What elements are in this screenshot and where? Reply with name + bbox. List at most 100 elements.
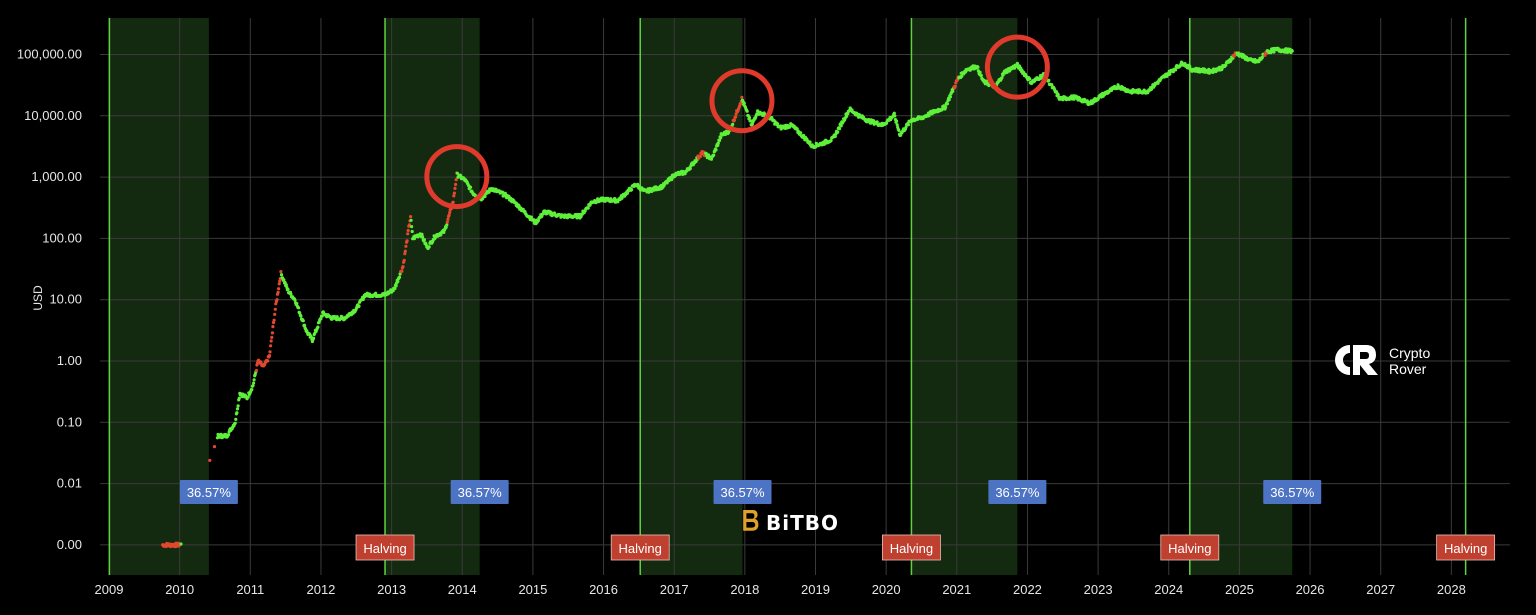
halving-badge-label: Halving [890, 541, 933, 556]
price-point [421, 235, 425, 239]
cycle-badge-bg [988, 480, 1047, 504]
price-point [837, 127, 842, 131]
price-point [444, 225, 448, 229]
price-point [410, 229, 414, 234]
price-point [357, 304, 361, 308]
cycle-badge-bg [713, 480, 772, 504]
price-point [978, 70, 982, 74]
price-point [451, 200, 455, 204]
price-point [799, 131, 803, 135]
peak-circle [984, 34, 1050, 100]
x-tick-label: 2026 [1296, 582, 1325, 597]
y-tick-label: 100,000.00 [17, 47, 82, 62]
price-point [1290, 49, 1294, 53]
price-point [1050, 83, 1054, 87]
price-point [279, 273, 284, 277]
price-point [454, 182, 458, 187]
price-point [833, 134, 837, 138]
cycle-badge: 36.57% [450, 480, 509, 504]
price-point [295, 302, 299, 306]
price-point [279, 270, 283, 274]
x-tick-label: 2024 [1154, 582, 1183, 597]
peak-circles [424, 34, 1050, 210]
price-point [951, 89, 955, 93]
cycle-badge: 36.57% [1263, 480, 1322, 504]
price-point [409, 218, 413, 222]
price-point [267, 354, 272, 358]
price-point [1015, 61, 1020, 65]
price-point [402, 258, 406, 262]
price-point [179, 542, 183, 546]
price-point [740, 95, 744, 99]
x-tick-label: 2012 [306, 582, 335, 597]
price-point [405, 239, 409, 243]
y-tick-label: 1,000.00 [31, 169, 82, 184]
price-point [208, 458, 212, 462]
price-point [275, 298, 279, 302]
price-point [620, 196, 624, 200]
price-point [960, 74, 964, 78]
halving-badge: Halving [1160, 534, 1220, 561]
price-point [745, 109, 749, 113]
x-tick-label: 2025 [1225, 582, 1254, 597]
price-point [233, 421, 237, 425]
price-point [483, 194, 487, 199]
crypto-rover-logo: Crypto Rover [1335, 345, 1430, 377]
y-tick-label: 10.00 [49, 292, 82, 307]
price-point [742, 101, 746, 105]
y-tick-label: 0.01 [57, 476, 82, 491]
y-tick-label: 10,000.00 [24, 108, 82, 123]
price-point [403, 252, 407, 256]
halving-badge-bg [355, 534, 415, 561]
price-point [756, 109, 760, 113]
crypto-rover-line2: Rover [1389, 361, 1427, 377]
price-point [579, 215, 583, 219]
halving-badge: Halving [1436, 534, 1496, 561]
price-point [716, 141, 720, 145]
cycle-bands [109, 18, 1293, 575]
price-point [397, 275, 402, 279]
price-point [717, 138, 722, 143]
price-point [251, 384, 255, 388]
price-point [714, 148, 718, 152]
x-tick-label: 2027 [1366, 582, 1395, 597]
price-point [271, 325, 275, 329]
price-point [277, 287, 281, 291]
price-point [452, 191, 456, 195]
cycle-badge: 36.57% [179, 480, 238, 504]
price-point [1174, 68, 1178, 72]
price-point [1260, 55, 1264, 59]
price-point [396, 279, 400, 284]
price-point [286, 287, 290, 292]
price-point [391, 289, 395, 293]
price-point [246, 395, 250, 399]
price-point [400, 269, 404, 273]
price-point [422, 238, 426, 242]
price-point [293, 298, 297, 302]
price-point [235, 411, 239, 415]
x-tick-label: 2015 [518, 582, 547, 597]
peak-circle [709, 68, 775, 134]
price-point [226, 433, 231, 437]
price-point [289, 292, 293, 296]
price-point [1188, 64, 1192, 68]
price-point [732, 118, 737, 122]
x-tick-label: 2011 [236, 582, 264, 597]
cycle-badge-label: 36.57% [720, 485, 765, 500]
price-point [410, 225, 414, 229]
halving-badge: Halving [355, 534, 415, 561]
price-point [445, 223, 449, 227]
cycle-badges: 36.57% 36.57% 36.57% 36.57% 36.57% [179, 480, 1322, 504]
halving-badge-label: Halving [1168, 541, 1211, 556]
cycle-badge-label: 36.57% [458, 485, 503, 500]
y-tick-label: 0.00 [57, 537, 82, 552]
price-point [829, 138, 833, 143]
price-point [747, 116, 752, 120]
cycle-badge: 36.57% [988, 480, 1047, 504]
price-point [1000, 76, 1004, 80]
bitbo-logo: BiTBO [743, 510, 838, 535]
price-point [272, 318, 276, 322]
price-point [442, 230, 446, 234]
price-point [448, 210, 452, 215]
